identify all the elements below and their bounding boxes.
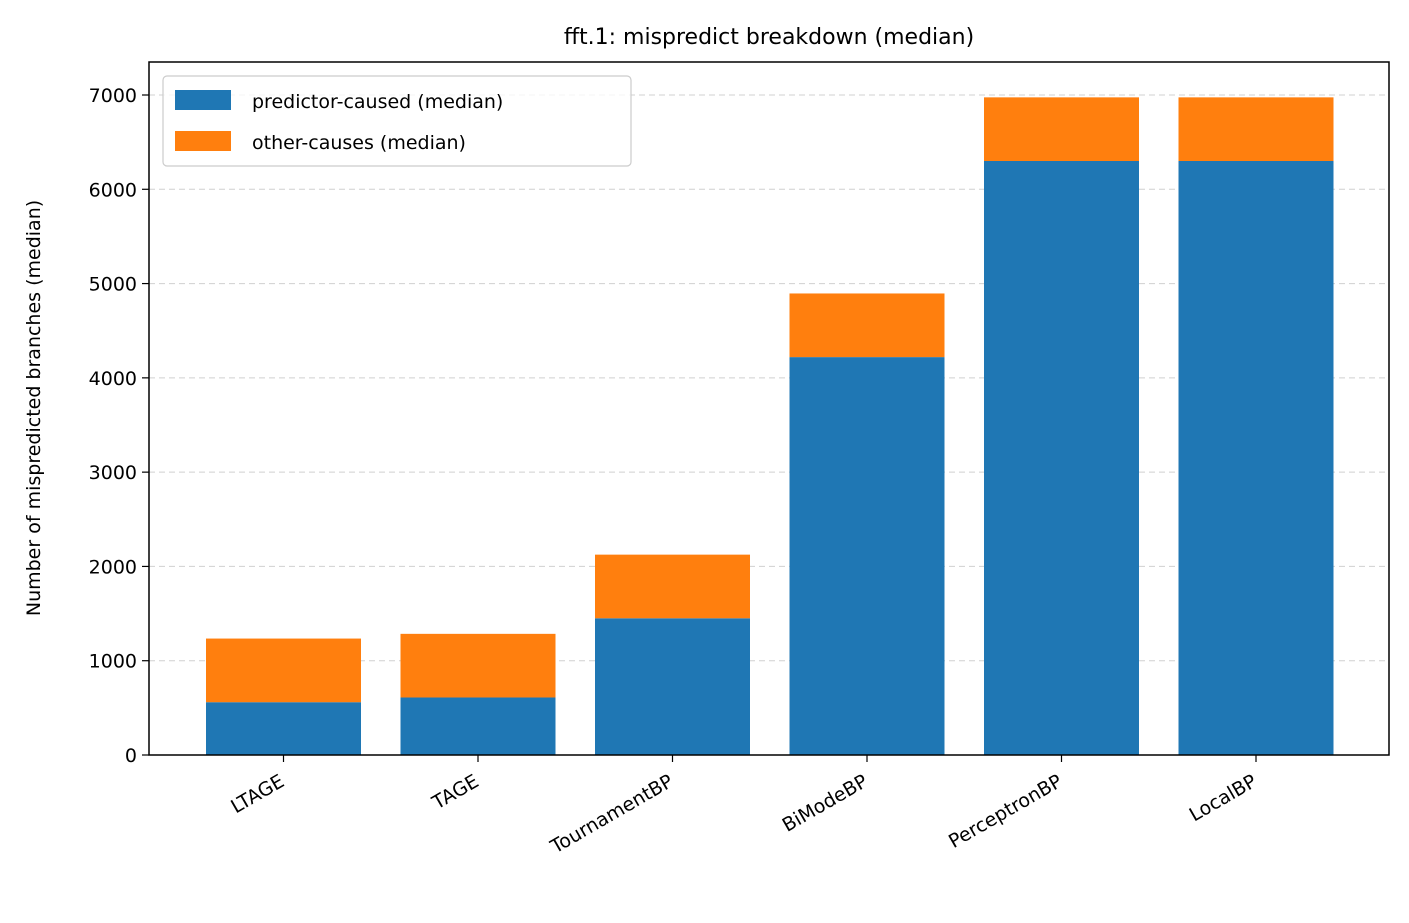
legend-swatch-predictor-caused bbox=[175, 90, 231, 110]
legend-box bbox=[162, 75, 632, 167]
x-tick-label-tage: TAGE bbox=[428, 770, 483, 814]
chart-title: fft.1: mispredict breakdown (median) bbox=[564, 25, 974, 50]
y-tick-label-1000: 1000 bbox=[89, 651, 137, 673]
y-tick-label-0: 0 bbox=[125, 745, 137, 767]
x-tick-label-ltage: LTAGE bbox=[227, 770, 288, 818]
bar-perceptronbp-other-causes bbox=[984, 97, 1139, 161]
bars bbox=[206, 97, 1334, 755]
bar-bimodebp-other-causes bbox=[789, 293, 945, 358]
y-tick-label-4000: 4000 bbox=[89, 368, 137, 390]
x-tick-label-perceptronbp: PerceptronBP bbox=[945, 770, 1066, 853]
bar-tage-predictor-caused bbox=[400, 697, 556, 755]
x-tick-label-bimodebp: BiModeBP bbox=[779, 770, 872, 836]
legend-label-other-causes: other-causes (median) bbox=[252, 132, 466, 154]
legend-swatch-other-causes bbox=[175, 131, 231, 151]
y-tick-label-7000: 7000 bbox=[89, 85, 137, 107]
y-tick-label-3000: 3000 bbox=[89, 462, 137, 484]
x-axis: LTAGE TAGE TournamentBP BiModeBP PerceptronB… bbox=[227, 755, 1261, 859]
x-tick-label-localbp: LocalBP bbox=[1186, 770, 1261, 826]
y-tick-label-6000: 6000 bbox=[89, 179, 137, 201]
plot-frame bbox=[148, 61, 1390, 756]
y-tick-label-5000: 5000 bbox=[89, 274, 137, 296]
y-axis: 0 1000 2000 3000 4000 5000 6000 7000 bbox=[89, 85, 149, 767]
y-axis-label: Number of mispredicted branches (median) bbox=[23, 200, 45, 616]
legend-label-predictor-caused: predictor-caused (median) bbox=[252, 91, 503, 113]
x-tick-label-tournamentbp: TournamentBP bbox=[546, 770, 677, 858]
bar-tournamentbp-other-causes bbox=[595, 554, 750, 619]
bar-tournamentbp-predictor-caused bbox=[595, 618, 750, 755]
bar-ltage-predictor-caused bbox=[206, 702, 361, 755]
bar-perceptronbp-predictor-caused bbox=[984, 161, 1139, 755]
bar-bimodebp-predictor-caused bbox=[789, 357, 945, 755]
y-tick-label-2000: 2000 bbox=[89, 556, 137, 578]
bar-localbp-predictor-caused bbox=[1178, 161, 1334, 755]
legend: predictor-caused (median) other-causes (… bbox=[162, 75, 632, 167]
bar-localbp-other-causes bbox=[1178, 97, 1334, 161]
bar-ltage-other-causes bbox=[206, 638, 361, 703]
bar-tage-other-causes bbox=[400, 633, 556, 698]
